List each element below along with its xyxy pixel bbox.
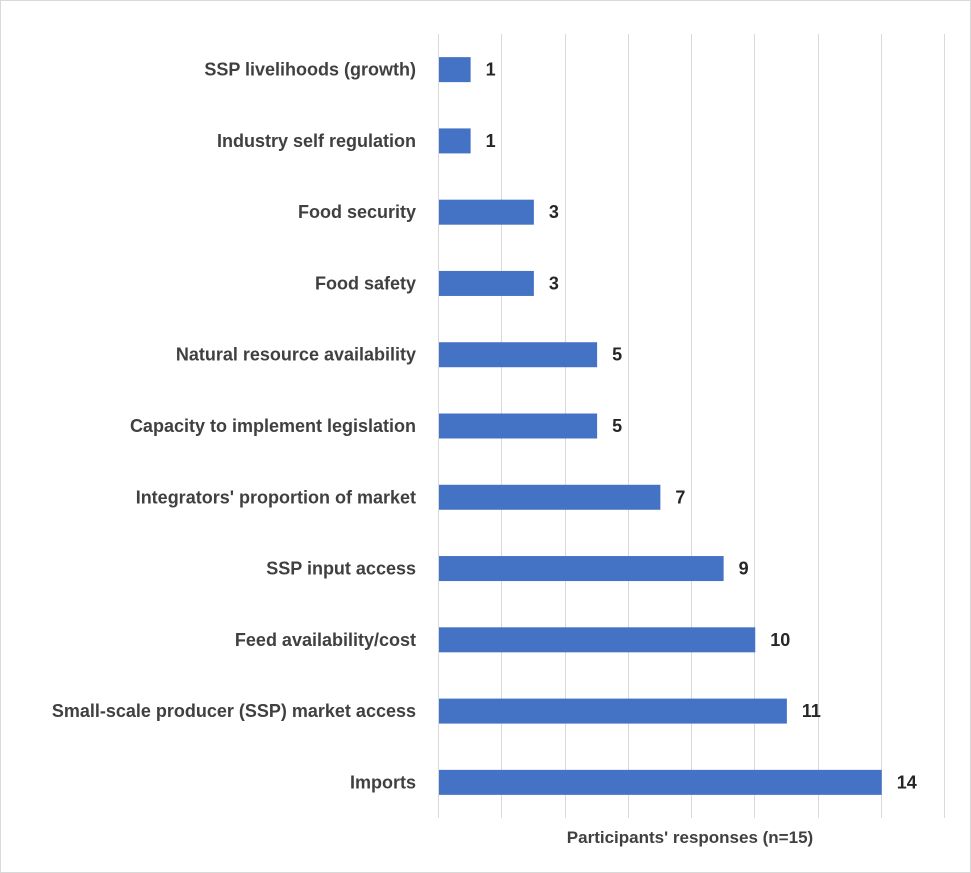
data-label: 3 xyxy=(549,273,559,293)
gridlines xyxy=(438,34,945,818)
category-label: Feed availability/cost xyxy=(235,630,416,650)
bar xyxy=(439,484,661,510)
category-label: Integrators' proportion of market xyxy=(136,487,416,507)
category-label: SSP input access xyxy=(266,559,416,579)
category-label: Food safety xyxy=(315,273,416,293)
data-label: 3 xyxy=(549,202,559,222)
data-label: 1 xyxy=(486,131,496,151)
bar xyxy=(439,627,756,653)
data-label: 1 xyxy=(486,60,496,80)
category-label: Industry self regulation xyxy=(217,131,416,151)
category-label: Imports xyxy=(350,772,416,792)
category-label: Natural resource availability xyxy=(176,345,416,365)
bar xyxy=(439,270,534,296)
bar xyxy=(439,413,598,439)
data-label: 14 xyxy=(897,772,917,792)
x-axis-title: Participants' responses (n=15) xyxy=(567,828,813,847)
bar xyxy=(439,698,787,724)
bar xyxy=(439,769,882,795)
category-label: Food security xyxy=(298,202,416,222)
bar xyxy=(439,57,471,83)
bar xyxy=(439,199,534,225)
category-labels: SSP livelihoods (growth) Industry self re… xyxy=(52,60,416,793)
data-label: 7 xyxy=(675,487,685,507)
category-label: SSP livelihoods (growth) xyxy=(204,60,416,80)
data-label: 5 xyxy=(612,345,622,365)
bars xyxy=(439,57,882,795)
category-label: Capacity to implement legislation xyxy=(130,416,416,436)
data-label: 11 xyxy=(802,701,821,721)
data-label: 5 xyxy=(612,416,622,436)
data-label: 10 xyxy=(770,630,790,650)
bar xyxy=(439,342,598,368)
data-label: 9 xyxy=(739,559,749,579)
bar xyxy=(439,556,724,582)
bar xyxy=(439,128,471,154)
category-label: Small-scale producer (SSP) market access xyxy=(52,701,416,721)
